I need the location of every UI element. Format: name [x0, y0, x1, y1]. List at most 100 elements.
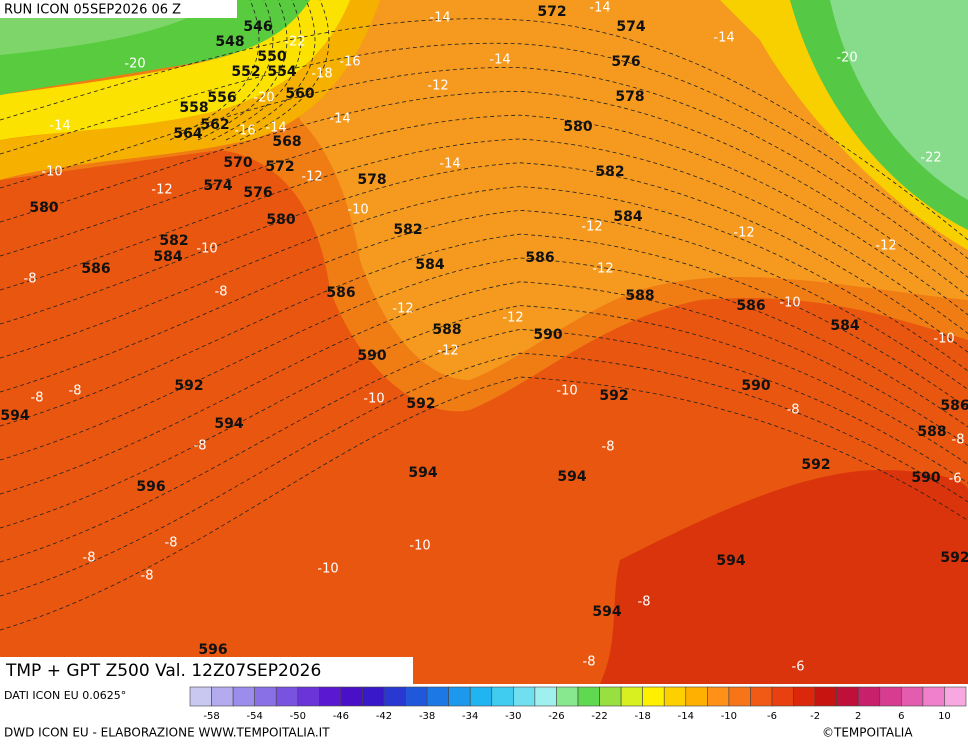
contour-line [169, 0, 260, 141]
tmp-label: -10 [317, 562, 338, 577]
tmp-label: -10 [347, 203, 368, 218]
gpt-label: 578 [615, 89, 644, 105]
colorbar-cell [232, 686, 255, 707]
gpt-label: 582 [393, 222, 422, 238]
contour-line [183, 0, 274, 141]
colorbar-cell [319, 686, 342, 707]
tmp-label: -10 [556, 384, 577, 399]
source-label: DWD ICON EU - ELABORAZIONE WWW.TEMPOITAL… [4, 726, 330, 740]
colorbar-label: -54 [246, 711, 262, 722]
contour-line [225, 0, 316, 141]
tmp-label: -12 [733, 226, 754, 241]
colorbar-cell [405, 686, 428, 707]
gpt-label: 574 [616, 19, 645, 35]
gpt-label: 594 [408, 465, 437, 481]
tmp-label: -10 [409, 539, 430, 554]
data-label: DATI ICON EU 0.0625° [4, 689, 126, 702]
colorbar-label: -14 [678, 711, 694, 722]
colorbar-cell [383, 686, 406, 707]
colorbar-cell [513, 686, 536, 707]
tmp-label: -8 [602, 440, 615, 455]
colorbar-cell [663, 686, 687, 707]
colorbar-cell [577, 686, 600, 707]
gpt-label: 594 [592, 604, 621, 620]
run-box [0, 0, 237, 18]
tmp-label: -12 [301, 170, 322, 185]
colorbar-cell [491, 686, 514, 707]
colorbar-label: -42 [376, 711, 392, 722]
tmp-label: -10 [196, 242, 217, 257]
contour-line [0, 257, 968, 461]
colorbar-label: -2 [810, 711, 820, 722]
gpt-label: 590 [533, 327, 562, 343]
tmp-label: -14 [589, 1, 610, 16]
gpt-label: 560 [285, 86, 314, 102]
colorbar-cell [340, 686, 363, 707]
contour-line [0, 42, 968, 260]
tmp-label: -8 [215, 285, 228, 300]
gpt-label: 596 [198, 642, 227, 658]
tmp-label: -20 [836, 51, 857, 66]
tmp-label: -8 [83, 551, 96, 566]
tmp-label: -8 [165, 536, 178, 551]
gpt-label: 574 [203, 178, 232, 194]
gpt-label: 582 [595, 164, 624, 180]
temp-zone [0, 0, 380, 180]
gpt-label: 584 [830, 318, 859, 334]
contour-line [0, 305, 968, 529]
colorbar-label: -30 [505, 711, 521, 722]
gpt-label: 594 [0, 408, 29, 424]
gpt-label: 552 [231, 64, 260, 80]
colorbar-label: -18 [634, 711, 650, 722]
gpt-label: 586 [736, 298, 765, 314]
gpt-label: 594 [214, 416, 243, 432]
contour-line [0, 186, 968, 372]
colorbar-cell [857, 686, 881, 707]
gpt-label: 584 [613, 209, 642, 225]
tmp-label: -8 [141, 569, 154, 584]
gpt-label: 588 [432, 322, 461, 338]
colorbar-cell [836, 686, 859, 707]
colorbar-label: -46 [333, 711, 349, 722]
colorbar-label: -38 [419, 711, 435, 722]
colorbar-label: 10 [938, 711, 951, 722]
tmp-label: -8 [787, 403, 800, 418]
colorbar-cell [922, 686, 945, 707]
tmp-label: -8 [638, 595, 651, 610]
gpt-label: 592 [599, 388, 628, 404]
gpt-label: 584 [415, 257, 444, 273]
colorbar-cell [599, 686, 622, 707]
gpt-label: 580 [563, 119, 592, 135]
gpt-label: 570 [223, 155, 252, 171]
tmp-label: -10 [779, 296, 800, 311]
contour-line [0, 162, 968, 353]
tmp-label: -20 [124, 57, 145, 72]
copyright-label: ©TEMPOITALIA [822, 726, 913, 740]
tmp-label: -10 [933, 332, 954, 347]
gpt-label: 594 [716, 553, 745, 569]
tmp-label: -12 [437, 344, 458, 359]
tmp-label: -14 [429, 11, 450, 26]
tmp-label: -16 [234, 124, 255, 139]
gpt-label: 578 [357, 172, 386, 188]
tmp-label: -6 [792, 660, 805, 675]
contour-line [0, 114, 968, 316]
colorbar-cell [275, 686, 299, 707]
tmp-label: -14 [265, 121, 286, 136]
gpt-label: 588 [625, 288, 654, 304]
temp-zone [0, 0, 350, 140]
colorbar: -58 -54 -50 -46 -42 -38 -34 -30 -26 -22 -18 -14 -10-… [189, 686, 967, 722]
colorbar-label: 2 [855, 711, 861, 722]
colorbar-cell [707, 686, 730, 707]
gpt-label: 592 [406, 396, 435, 412]
run-label: RUN ICON 05SEP2026 06 Z [4, 3, 181, 18]
contour-lines [0, 0, 968, 631]
tmp-label: -10 [41, 165, 62, 180]
gpt-label: 582 [159, 233, 188, 249]
tmp-label: -14 [713, 31, 734, 46]
tmp-label: -12 [392, 302, 413, 317]
tmp-label: -20 [253, 91, 274, 106]
colorbar-label: -22 [591, 711, 607, 722]
gpt-label: 586 [940, 398, 968, 414]
tmp-label: -14 [49, 119, 70, 134]
